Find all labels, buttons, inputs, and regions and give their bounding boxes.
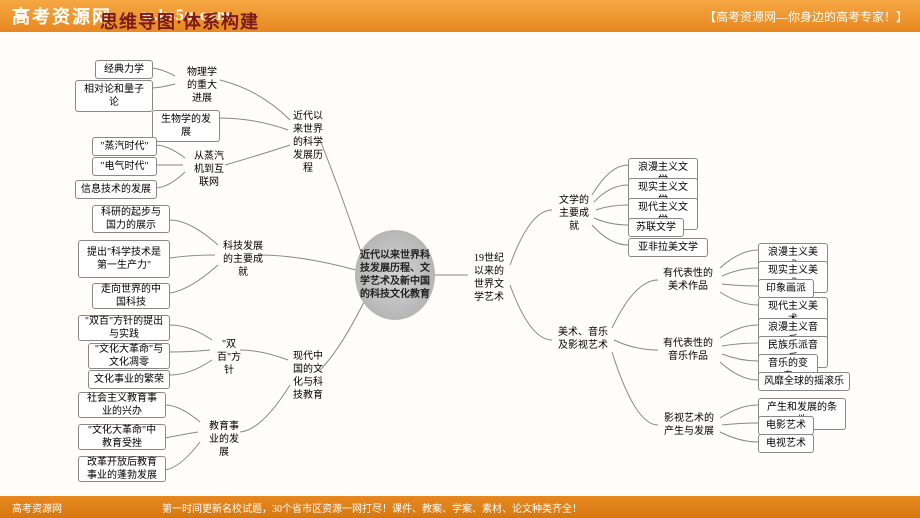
header-logo: 高考资源网 <box>12 3 112 29</box>
leaf: 亚非拉美文学 <box>628 238 708 257</box>
leaf: "电气时代" <box>92 157 157 176</box>
footer-bar: 高考资源网 第一时间更新名校试题，30个省市区资源一网打尽！课件、教案、学案、素… <box>0 496 920 518</box>
node-music: 有代表性的音乐作品 <box>658 335 718 365</box>
leaf: 信息技术的发展 <box>75 180 157 199</box>
leaf: "蒸汽时代" <box>92 137 157 156</box>
leaf: 文化事业的繁荣 <box>88 370 170 389</box>
leaf: 科研的起步与国力的展示 <box>92 205 170 233</box>
page-title: 思维导图·体系构建 <box>100 8 259 34</box>
leaf: 走向世界的中国科技 <box>92 283 170 309</box>
leaf: 提出"科学技术是第一生产力" <box>78 240 170 278</box>
leaf: 印象画派 <box>758 279 814 298</box>
branch-worldart: 19世纪以来的世界文学艺术 <box>468 250 510 306</box>
node-literature: 文学的主要成就 <box>552 192 596 235</box>
node-physics: 物理学的重大进展 <box>178 64 226 107</box>
leaf: 电视艺术 <box>758 434 814 453</box>
node-art-music: 美术、音乐及影视艺术 <box>552 324 614 354</box>
footer-text: 第一时间更新名校试题，30个省市区资源一网打尽！课件、教案、学案、素材、论文种类… <box>162 500 582 515</box>
leaf: 社会主义教育事业的兴办 <box>78 392 166 418</box>
branch-modern-china: 现代中国的文化与科技教育 <box>288 348 328 404</box>
branch-science: 近代以来世界的科学发展历程 <box>288 108 328 177</box>
leaf: 苏联文学 <box>628 218 684 237</box>
node-biology: 生物学的发展 <box>152 110 220 142</box>
leaf: "文化大革命"中教育受挫 <box>78 424 166 450</box>
center-node: 近代以来世界科技发展历程、文学艺术及新中国的科技文化教育 <box>355 230 435 320</box>
mindmap: 近代以来世界科技发展历程、文学艺术及新中国的科技文化教育 近代以来世界的科学发展… <box>0 40 920 495</box>
leaf: "文化大革命"与文化凋零 <box>88 343 170 369</box>
footer-logo: 高考资源网 <box>12 500 62 515</box>
leaf: 相对论和量子论 <box>75 80 153 112</box>
node-steam: 从蒸汽机到互联网 <box>185 148 233 191</box>
branch-techdev: 科技发展的主要成就 <box>218 238 268 281</box>
leaf: 电影艺术 <box>758 416 814 435</box>
leaf: 风靡全球的摇滚乐 <box>758 372 850 391</box>
leaf: 经典力学 <box>95 60 153 79</box>
node-shuangbai: "双百"方针 <box>212 336 246 379</box>
node-fineart: 有代表性的美术作品 <box>658 265 718 295</box>
node-education: 教育事业的发展 <box>200 418 248 461</box>
header-slogan: 【高考资源网—你身边的高考专家！】 <box>704 8 908 25</box>
leaf: "双百"方针的提出与实践 <box>78 315 170 341</box>
leaf: 改革开放后教育事业的蓬勃发展 <box>78 456 166 482</box>
node-film: 影视艺术的产生与发展 <box>658 410 720 440</box>
